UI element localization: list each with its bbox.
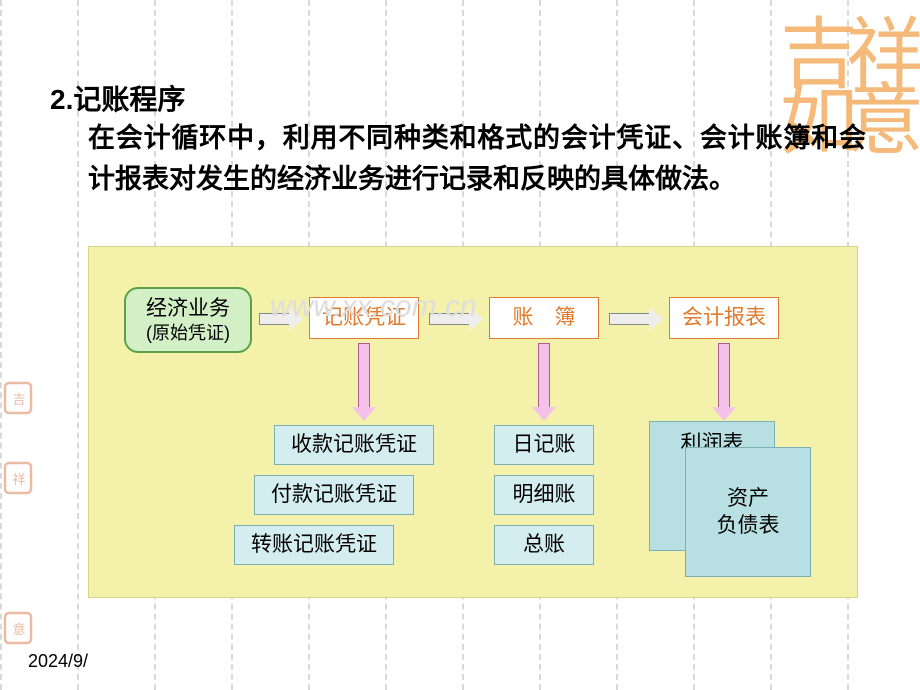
arrow-down-2 (712, 343, 736, 421)
node-top-1: 账 簿 (489, 297, 599, 339)
corner-line1: 吉祥 (780, 22, 912, 88)
node-top-2: 会计报表 (669, 297, 779, 339)
node-source: 经济业务 (原始凭证) (124, 287, 252, 353)
node-balance-sheet: 资产 负债表 (685, 447, 811, 577)
node-ledger-2: 总账 (494, 525, 594, 565)
node-ledger-0: 日记账 (494, 425, 594, 465)
svg-text:吉: 吉 (12, 392, 25, 407)
node-voucher-0: 收款记账凭证 (274, 425, 434, 465)
node-balance-sheet-line2: 负债表 (717, 512, 780, 539)
slide-date: 2024/9/ (28, 651, 88, 672)
intro-paragraph: 在会计循环中，利用不同种类和格式的会计凭证、会计账簿和会计报表对发生的经济业务进… (88, 118, 866, 199)
svg-text:意: 意 (12, 622, 25, 637)
seal-icon: 吉 (2, 378, 36, 418)
node-voucher-1: 付款记账凭证 (254, 475, 414, 515)
seal-icon: 意 (2, 608, 36, 648)
slide: 吉祥 如意 2.记账程序 在会计循环中，利用不同种类和格式的会计凭证、会计账簿和… (0, 0, 920, 690)
seal-icon: 祥 (2, 458, 36, 498)
node-balance-sheet-line1: 资产 (727, 485, 769, 512)
svg-text:祥: 祥 (12, 472, 25, 487)
node-top-0: 记账凭证 (309, 297, 419, 339)
arrow-down-0 (352, 343, 376, 421)
section-heading: 2.记账程序 (50, 78, 185, 118)
arrow-right-1 (429, 307, 483, 331)
node-source-line1: 经济业务 (146, 295, 230, 322)
arrow-right-2 (609, 307, 663, 331)
arrow-down-1 (532, 343, 556, 421)
node-voucher-2: 转账记账凭证 (234, 525, 394, 565)
node-ledger-1: 明细账 (494, 475, 594, 515)
arrow-right-0 (259, 307, 303, 331)
node-source-line2: (原始凭证) (146, 322, 230, 345)
flow-diagram: 经济业务 (原始凭证) 记账凭证 账 簿 会计报表 收款记账凭证付款记账凭证转账记账… (88, 246, 858, 598)
